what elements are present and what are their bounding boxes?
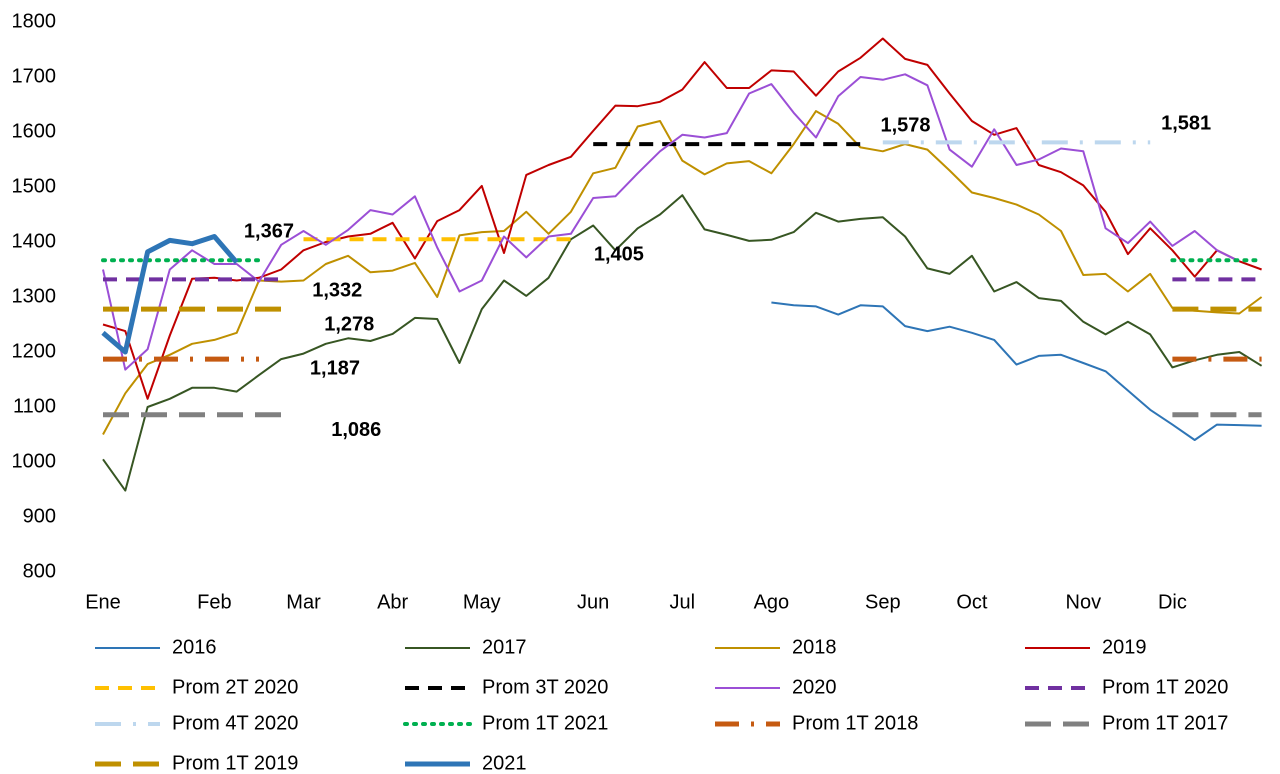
legend-label: 2017 (482, 636, 527, 658)
y-tick-label: 1700 (12, 65, 57, 87)
legend-label: Prom 2T 2020 (172, 676, 298, 698)
data-label: 1,578 (880, 114, 930, 136)
x-tick-label: Mar (286, 591, 321, 613)
legend-label: Prom 1T 2020 (1102, 676, 1228, 698)
x-tick-label: Sep (865, 591, 901, 613)
legend-label: Prom 1T 2021 (482, 712, 608, 734)
series-line (102, 73, 1240, 371)
y-tick-label: 1500 (12, 175, 57, 197)
data-label: 1,086 (331, 419, 381, 441)
y-tick-label: 1800 (12, 10, 57, 32)
x-tick-label: Oct (956, 591, 988, 613)
x-tick-label: May (463, 591, 501, 613)
y-tick-label: 1300 (12, 285, 57, 307)
y-tick-label: 800 (23, 560, 56, 582)
x-tick-label: Jun (577, 591, 609, 613)
y-tick-label: 900 (23, 505, 56, 527)
data-label: 1,405 (594, 244, 644, 266)
y-tick-label: 1000 (12, 450, 57, 472)
x-tick-label: Jul (669, 591, 695, 613)
series-line (102, 194, 1263, 492)
data-label: 1,332 (312, 280, 362, 302)
legend-label: 2016 (172, 636, 217, 658)
data-label: 1,187 (310, 357, 360, 379)
legend-label: 2021 (482, 752, 527, 774)
legend-label: Prom 3T 2020 (482, 676, 608, 698)
y-tick-label: 1100 (13, 395, 56, 417)
legend-label: Prom 1T 2017 (1102, 712, 1228, 734)
x-tick-label: Nov (1066, 591, 1102, 613)
y-tick-label: 1200 (12, 340, 57, 362)
series-line (101, 234, 239, 355)
y-tick-label: 1600 (12, 120, 57, 142)
series-line (102, 37, 1262, 400)
legend-label: Prom 4T 2020 (172, 712, 298, 734)
legend-label: 2020 (792, 676, 837, 698)
data-label: 1,581 (1161, 113, 1211, 135)
x-tick-label: Dic (1158, 591, 1187, 613)
data-label: 1,278 (324, 313, 374, 335)
x-tick-label: Ene (85, 591, 121, 613)
data-label: 1,367 (244, 220, 294, 242)
x-tick-label: Ago (754, 591, 790, 613)
series-line (102, 110, 1263, 435)
x-tick-label: Feb (197, 591, 231, 613)
legend-label: 2019 (1102, 636, 1147, 658)
legend-label: Prom 1T 2018 (792, 712, 918, 734)
legend-label: 2018 (792, 636, 837, 658)
x-tick-label: Abr (377, 591, 408, 613)
series-line (771, 301, 1262, 441)
legend-label: Prom 1T 2019 (172, 752, 298, 774)
y-tick-label: 1400 (12, 230, 57, 252)
